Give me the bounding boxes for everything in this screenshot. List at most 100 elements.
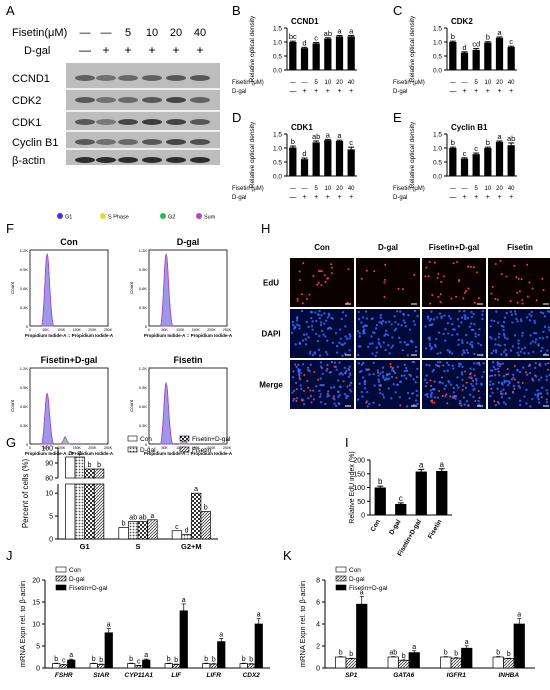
blot-band [118,97,138,103]
dapi-nucleus [443,369,446,373]
legend-label: Fisetin [192,447,212,454]
bar [172,664,181,669]
dapi-nucleus [309,363,313,366]
dapi-nucleus [337,379,340,382]
dapi-nucleus [436,352,439,355]
legend-label: Fisetin+D-gal [349,585,388,592]
edu-nucleus [303,374,306,377]
x-category-label: StAR [93,672,109,679]
dapi-nucleus [465,400,469,403]
flow-title: Con [60,237,78,247]
dapi-nucleus [516,320,519,323]
dapi-nucleus [451,333,454,337]
dapi-nucleus [363,382,367,386]
dapi-nucleus [392,383,396,386]
edu-nucleus [384,278,387,281]
dapi-nucleus [387,320,391,323]
dapi-nucleus [519,318,523,321]
dapi-nucleus [490,319,493,322]
edu-nucleus [305,298,308,301]
significance-letter: a [69,652,73,659]
dapi-nucleus [301,339,305,342]
dapi-nucleus [380,321,383,324]
edu-nucleus [439,301,442,304]
dapi-nucleus [497,343,500,347]
blot-band [75,119,95,125]
dapi-nucleus [528,371,532,375]
fisetin-row-value: 10 [324,186,331,192]
significance-letter: a [182,597,186,604]
dapi-nucleus [526,373,529,376]
dapi-nucleus [482,362,485,365]
dapi-nucleus [397,323,400,326]
dapi-nucleus [341,343,345,346]
dapi-nucleus [470,315,474,319]
flow-x-tick: 100K [57,328,66,332]
flow-y-tick: 0.3K [20,423,29,428]
edu-nucleus [428,260,431,263]
bar [164,663,173,669]
dapi-nucleus [302,333,306,336]
dapi-nucleus [297,370,301,374]
dgal-row-label: D-gal [393,89,407,95]
blot-band [96,119,116,125]
dapi-nucleus [456,318,460,321]
dapi-nucleus [498,365,501,368]
edu-nucleus [306,379,309,382]
edu-micrograph [290,309,354,358]
panel-letter-g: G [6,435,16,450]
dapi-nucleus [540,386,544,389]
dapi-nucleus [466,351,470,355]
dgal-row-value: + [509,88,513,95]
blot-dgal-value: — [79,43,91,57]
dapi-nucleus [458,309,461,313]
dapi-nucleus [543,315,547,318]
dapi-nucleus [539,392,543,395]
dgal-row-value: + [314,194,318,201]
edu-nucleus [515,276,518,279]
dapi-nucleus [460,371,464,374]
significance-letter: c [509,37,513,46]
dapi-nucleus [332,385,336,389]
edu-nucleus [295,388,298,391]
dapi-nucleus [328,326,332,329]
dapi-nucleus [307,336,310,339]
dapi-nucleus [332,395,336,398]
significance-letter: d [185,527,189,534]
edu-nucleus [477,296,480,299]
dapi-nucleus [500,324,503,328]
dapi-nucleus [428,344,432,348]
y-tick-label: 1.0 [273,146,282,153]
dapi-nucleus [290,331,294,335]
legend-label-sum: Sum [204,215,216,221]
significance-letter: b [496,650,500,657]
edu-nucleus [455,295,458,298]
dapi-nucleus [517,381,520,384]
dapi-nucleus [511,321,514,324]
bar [460,52,469,70]
dapi-nucleus [470,344,474,347]
y-tick-label: 15 [32,600,40,607]
dapi-nucleus [348,372,352,375]
bar [408,652,420,669]
dapi-nucleus [521,334,524,337]
bar [398,659,410,669]
edu-nucleus [521,382,524,385]
fisetin-row-value: — [290,80,296,86]
dapi-nucleus [318,334,321,338]
bar [312,142,320,176]
dapi-nucleus [457,386,460,389]
blot-band [166,139,186,145]
dapi-nucleus [492,382,495,386]
dapi-nucleus [375,351,378,354]
dapi-nucleus [461,384,465,387]
dapi-nucleus [533,366,537,370]
dapi-nucleus [407,314,410,317]
y-tick-label: 20 [32,578,40,585]
blot-band [190,75,210,81]
dapi-nucleus [533,321,537,324]
dapi-nucleus [400,324,403,327]
dapi-nucleus [513,310,517,313]
